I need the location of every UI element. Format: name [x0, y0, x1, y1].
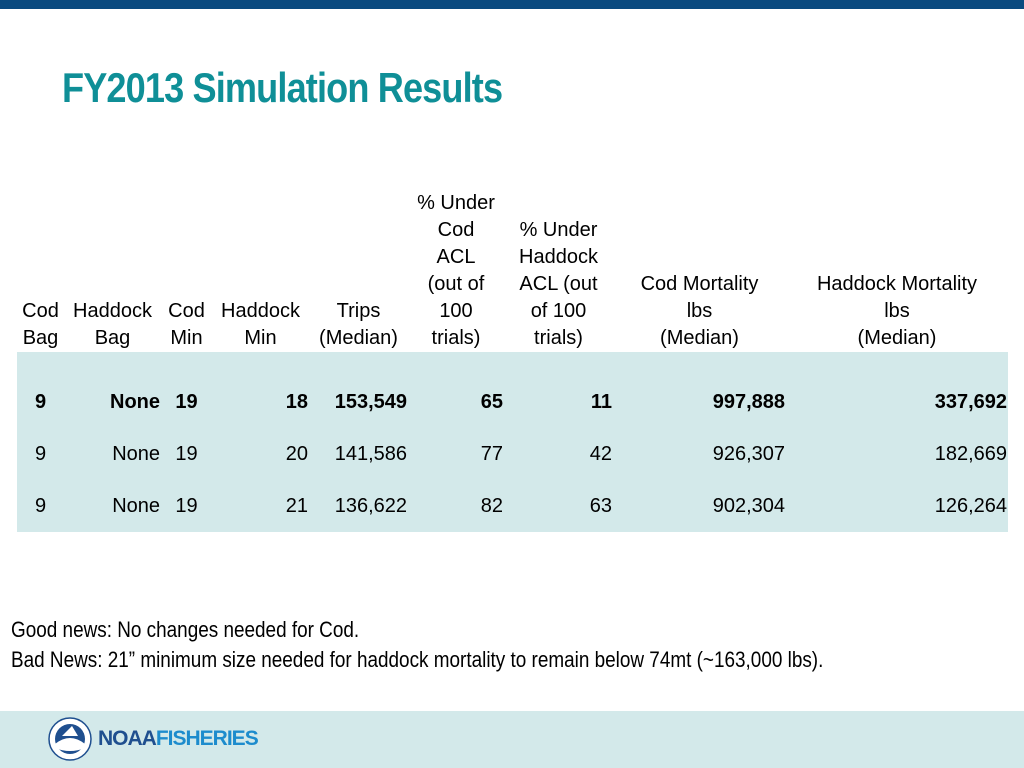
noaa-emblem-icon [48, 717, 92, 761]
table-cell: 19 [175, 442, 198, 465]
column-header-line: (Median) [660, 327, 739, 349]
column-header-line: Trips [336, 300, 381, 322]
column-header-line: of 100 [530, 300, 587, 322]
table-cell: 337,692 [934, 391, 1007, 413]
table-cell: 18 [285, 391, 308, 413]
table-cell: 20 [285, 442, 308, 465]
column-header-line: ACL (out [519, 273, 598, 295]
column-header-line: Haddock [73, 300, 152, 322]
logo-word-fisheries: FISHERIES [155, 727, 259, 750]
column-header: Cod Bag [17, 189, 64, 352]
column-header-line: Cod [168, 300, 205, 322]
table-cell: 126,264 [934, 494, 1007, 517]
table-cell: 19 [175, 391, 198, 413]
column-header-line: (Median) [319, 327, 398, 349]
column-header-line: trials) [431, 327, 481, 349]
column-header-line: (Median) [857, 327, 937, 349]
column-header-line: Min [244, 327, 277, 349]
table-cell: 21 [285, 494, 308, 517]
column-header-line: % Under [519, 219, 598, 241]
column-header-line: Min [170, 327, 203, 349]
column-header-line: lbs [884, 300, 910, 322]
column-header-line: (out of [427, 273, 485, 295]
table-cell: 997,888 [712, 391, 785, 413]
table-row: 9 None 19 21 136,622 82 63 902,304 126,264 [17, 480, 1008, 532]
column-header-line: trials) [534, 327, 583, 349]
footer-notes: Good news: No changes needed for Cod. Ba… [11, 615, 823, 675]
footer-band [0, 711, 1024, 768]
column-header-line: Cod [22, 300, 59, 322]
column-header-line: lbs [686, 300, 713, 322]
column-header: Haddock Mortality lbs (Median) [786, 189, 1008, 352]
logo-word-noaa: NOAA [98, 727, 157, 750]
noaa-fisheries-logo: NOAAFISHERIES [48, 717, 259, 761]
column-header-line: % Under [417, 192, 495, 214]
table-cell: 19 [175, 494, 198, 517]
table-cell: 926,307 [712, 442, 785, 465]
table-row: 9 None 19 18 153,549 65 11 997,888 337,692 [17, 352, 1008, 428]
table-cell: 9 [34, 391, 47, 413]
table-cell: 182,669 [934, 442, 1007, 465]
column-header: % Under Haddock ACL (out of 100 trials) [504, 189, 613, 352]
column-header-line: ACL [436, 246, 476, 268]
logo-wordmark: NOAAFISHERIES [98, 727, 259, 751]
column-header: Haddock Bag [64, 189, 161, 352]
table-cell: 9 [34, 442, 47, 465]
column-header-line: Bag [22, 327, 59, 349]
table-cell: 141,586 [334, 442, 407, 465]
table-cell: None [112, 494, 160, 517]
table-cell: 77 [480, 442, 503, 465]
column-header: Trips (Median) [309, 189, 408, 352]
slide-title: FY2013 Simulation Results [62, 64, 503, 111]
column-header-line: 100 [439, 300, 473, 322]
top-accent-bar [0, 0, 1024, 9]
table-row: 9 None 19 20 141,586 77 42 926,307 182,669 [17, 428, 1008, 480]
table-cell: 11 [590, 391, 612, 413]
table-cell: None [112, 442, 160, 465]
table-cell: 63 [589, 494, 612, 517]
table-body: 9 None 19 18 153,549 65 11 997,888 337,692 9 None 1… [17, 352, 1008, 532]
column-header-line: Haddock [221, 300, 300, 322]
good-news-note: Good news: No changes needed for Cod. [11, 617, 360, 642]
column-header-line: Haddock [519, 246, 598, 268]
table-cell: 9 [34, 494, 47, 517]
column-header: Cod Mortality lbs (Median) [613, 189, 786, 352]
column-header-line: Cod [437, 219, 475, 241]
table-cell: 136,622 [334, 494, 407, 517]
column-header: % Under Cod ACL (out of 100 trials) [408, 189, 504, 352]
table-cell: 902,304 [712, 494, 785, 517]
column-header-line: Haddock Mortality [816, 273, 978, 295]
table-cell: 42 [589, 442, 612, 465]
column-header: Cod Min [161, 189, 212, 352]
table-cell: None [110, 391, 160, 413]
table-cell: 65 [480, 391, 503, 413]
column-header: Haddock Min [212, 189, 309, 352]
table-cell: 153,549 [334, 391, 407, 413]
column-header-line: Cod Mortality [640, 273, 759, 295]
column-header-line: Bag [94, 327, 131, 349]
bad-news-note: Bad News: 21” minimum size needed for ha… [11, 647, 824, 672]
results-table: Cod Bag Haddock Bag Cod Min Haddock Min Trips (Me… [17, 189, 1008, 532]
table-header-row: Cod Bag Haddock Bag Cod Min Haddock Min Trips (Me… [17, 189, 1008, 352]
table-cell: 82 [480, 494, 503, 517]
